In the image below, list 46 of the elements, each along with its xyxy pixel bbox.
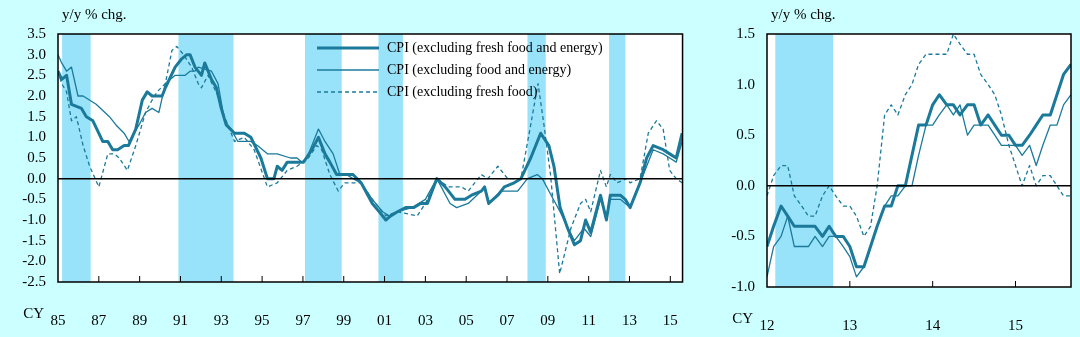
- x-tick-label: 95: [254, 311, 270, 328]
- y-tick-label: 3.5: [27, 24, 46, 41]
- y-tick-label: 1.5: [736, 24, 755, 41]
- x-tick-label: 13: [621, 311, 637, 328]
- y-tick-label: -1.0: [731, 277, 755, 294]
- y-tick-label: 0.0: [27, 169, 46, 186]
- x-tick-label: 11: [581, 311, 596, 328]
- y-tick-label: 0.5: [736, 126, 755, 143]
- legend-label: CPI (excluding fresh food): [387, 83, 538, 100]
- x-tick-label: 15: [662, 311, 678, 328]
- y-tick-label: 1.0: [27, 128, 46, 145]
- x-tick-label: 14: [925, 316, 941, 333]
- x-tick-label: 87: [91, 311, 107, 328]
- y-axis-title: y/y % chg.: [771, 5, 836, 22]
- x-tick-label: 01: [377, 311, 393, 328]
- y-tick-label: 0.0: [736, 176, 755, 193]
- x-tick-label: 15: [1008, 316, 1023, 333]
- y-tick-label: -2.5: [22, 272, 46, 289]
- x-axis-title: CY: [23, 304, 45, 321]
- x-tick-label: 03: [417, 311, 433, 328]
- x-tick-label: 89: [132, 311, 148, 328]
- y-tick-label: -1.5: [22, 231, 46, 248]
- x-tick-label: 09: [540, 311, 556, 328]
- x-tick-label: 93: [213, 311, 229, 328]
- x-tick-label: 85: [50, 311, 66, 328]
- x-tick-label: 97: [295, 311, 311, 328]
- x-tick-label: 99: [336, 311, 352, 328]
- y-tick-label: -2.0: [22, 252, 46, 269]
- y-tick-label: -1.0: [22, 210, 46, 227]
- y-tick-label: 1.5: [27, 107, 46, 124]
- legend-label: CPI (excluding food and energy): [387, 61, 572, 78]
- y-tick-label: 0.5: [27, 148, 46, 165]
- legend-label: CPI (excluding fresh food and energy): [387, 39, 603, 56]
- x-tick-label: 13: [842, 316, 858, 333]
- x-tick-label: 91: [172, 311, 188, 328]
- y-tick-label: 1.0: [736, 75, 755, 92]
- y-tick-label: 2.5: [27, 66, 46, 83]
- y-tick-label: -0.5: [731, 227, 755, 244]
- x-tick-label: 12: [759, 316, 775, 333]
- x-tick-label: 05: [458, 311, 474, 328]
- y-axis-title: y/y % chg.: [62, 5, 127, 22]
- y-tick-label: 3.0: [27, 45, 46, 62]
- y-tick-label: 2.0: [27, 86, 46, 103]
- x-tick-label: 07: [499, 311, 516, 328]
- y-tick-label: -0.5: [22, 190, 46, 207]
- x-axis-title: CY: [732, 309, 754, 326]
